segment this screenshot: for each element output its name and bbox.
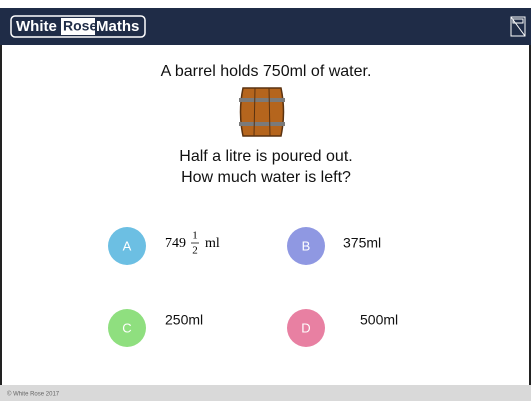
background bbox=[0, 0, 531, 401]
barrel-icon bbox=[239, 88, 285, 136]
footer-text: © White Rose 2017 bbox=[7, 391, 60, 398]
option-letter: A bbox=[123, 238, 132, 253]
slide: White Rose Maths A barrel holds 750ml of… bbox=[0, 0, 531, 401]
answer-denominator: 2 bbox=[192, 245, 198, 257]
left-border bbox=[0, 45, 2, 385]
answer-text: 375ml bbox=[343, 235, 381, 251]
logo: White Rose Maths bbox=[11, 16, 145, 37]
barrel-body bbox=[241, 88, 284, 136]
barrel-hoop bbox=[239, 122, 285, 126]
answer-text: 250ml bbox=[165, 312, 203, 328]
option-letter: B bbox=[302, 238, 311, 253]
answer-whole: 749 bbox=[165, 236, 186, 251]
footer-bar bbox=[0, 385, 531, 401]
option-letter: C bbox=[122, 320, 131, 335]
question-line: Half a litre is poured out. bbox=[179, 148, 352, 165]
logo-rose: Rose bbox=[63, 18, 97, 34]
option-letter: D bbox=[301, 320, 310, 335]
answer-text: 500ml bbox=[360, 312, 398, 328]
question-line: How much water is left? bbox=[181, 169, 351, 186]
answer-unit: ml bbox=[205, 236, 220, 251]
answer-numerator: 1 bbox=[192, 230, 198, 242]
logo-maths: Maths bbox=[96, 18, 139, 35]
barrel-hoop bbox=[239, 98, 285, 102]
logo-white: White bbox=[16, 18, 57, 35]
question-line: A barrel holds 750ml of water. bbox=[161, 63, 372, 80]
